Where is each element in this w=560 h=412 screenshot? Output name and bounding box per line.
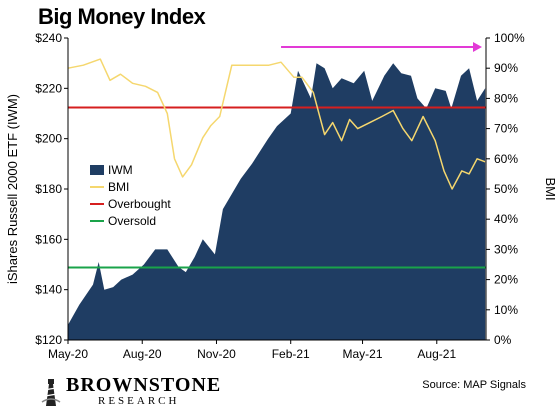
legend-label-overbought: Overbought	[108, 197, 171, 211]
legend-label-oversold: Oversold	[108, 214, 156, 228]
right-tick-label: 60%	[494, 152, 518, 166]
x-tick-label: Aug-20	[123, 347, 162, 361]
source-note: Source: MAP Signals	[422, 379, 526, 391]
left-tick-label: $220	[35, 81, 62, 95]
right-tick-label: 40%	[494, 212, 518, 226]
x-tick-label: Aug-21	[417, 347, 456, 361]
left-tick-label: $160	[35, 232, 62, 246]
plot-area	[67, 42, 486, 340]
chart-title: Big Money Index	[38, 4, 206, 29]
axes: $120 $140 $160 $180 $200 $220 $240 0% 10% 20% 30% 4…	[5, 31, 558, 361]
left-tick-label: $180	[35, 182, 62, 196]
legend-label-iwm: IWM	[108, 163, 133, 177]
left-axis-title: iShares Russell 2000 ETF (IWM)	[5, 94, 20, 284]
trend-arrow-head	[473, 42, 482, 53]
x-tick-label: May-20	[48, 347, 88, 361]
right-tick-label: 10%	[494, 303, 518, 317]
left-tick-label: $120	[35, 333, 62, 347]
legend: IWM BMI Overbought Oversold	[90, 163, 171, 228]
left-tick-label: $200	[35, 132, 62, 146]
right-tick-label: 0%	[494, 333, 512, 347]
right-tick-label: 100%	[494, 31, 525, 45]
right-tick-label: 90%	[494, 61, 518, 75]
bmi-line	[67, 58, 486, 190]
x-tick-label: Feb-21	[272, 347, 310, 361]
brand-name: BROWNSTONE	[66, 374, 222, 396]
right-tick-label: 20%	[494, 273, 518, 287]
brand-subtitle: RESEARCH	[98, 395, 180, 407]
right-tick-label: 70%	[494, 122, 518, 136]
iwm-area	[68, 63, 486, 340]
legend-label-bmi: BMI	[108, 180, 129, 194]
right-tick-label: 50%	[494, 182, 518, 196]
left-tick-label: $140	[35, 283, 62, 297]
x-tick-label: May-21	[343, 347, 383, 361]
right-axis-title: BMI	[543, 177, 558, 200]
right-tick-label: 80%	[494, 91, 518, 105]
right-tick-label: 30%	[494, 242, 518, 256]
left-tick-label: $240	[35, 31, 62, 45]
lighthouse-icon	[41, 379, 61, 406]
x-tick-label: Nov-20	[197, 347, 236, 361]
legend-swatch-iwm	[90, 165, 104, 175]
